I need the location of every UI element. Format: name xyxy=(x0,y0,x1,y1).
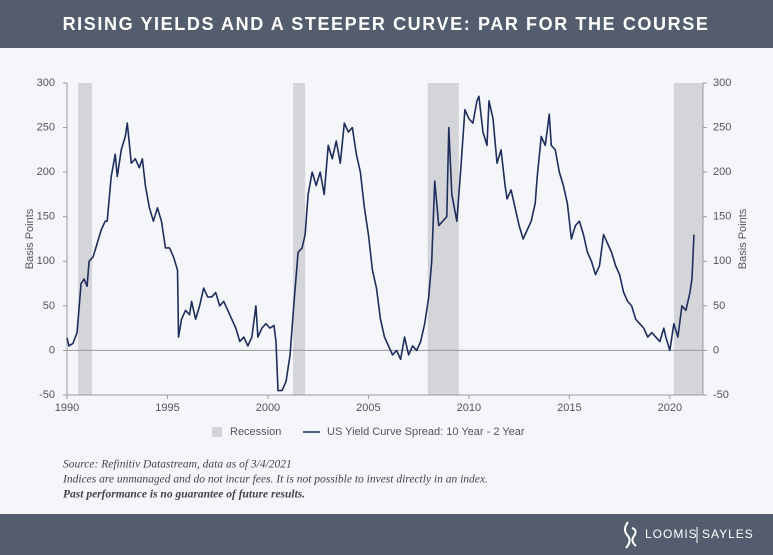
y-axis-label: Basis Points xyxy=(24,208,36,269)
recession-band xyxy=(78,83,93,395)
logo-text: SAYLES xyxy=(702,527,754,541)
y2-tick-label: 0 xyxy=(713,344,719,356)
x-tick-label: 2015 xyxy=(557,402,581,414)
y2-axis-label: Basis Points xyxy=(737,208,749,269)
y-tick-label: 200 xyxy=(37,166,55,178)
y2-tick-label: 100 xyxy=(713,255,731,267)
y2-tick-label: -50 xyxy=(713,389,729,401)
y2-tick-label: 300 xyxy=(713,77,731,89)
y2-tick-label: 50 xyxy=(713,300,725,312)
source-note: Source: Refinitiv Datastream, data as of… xyxy=(63,459,292,471)
y-tick-label: 100 xyxy=(37,255,55,267)
footer-band xyxy=(0,514,773,555)
x-tick-label: 1990 xyxy=(55,402,79,414)
y-tick-label: 0 xyxy=(49,344,55,356)
y-tick-label: -50 xyxy=(39,389,55,401)
disclaimer: Past performance is no guarantee of futu… xyxy=(63,489,305,501)
y2-tick-label: 200 xyxy=(713,166,731,178)
x-tick-label: 2020 xyxy=(658,402,682,414)
recession-band xyxy=(293,83,306,395)
x-tick-label: 2000 xyxy=(256,402,280,414)
legend-swatch xyxy=(212,427,222,437)
logo-mark xyxy=(624,521,637,549)
y-tick-label: 50 xyxy=(43,300,55,312)
logo-text: LOOMIS xyxy=(645,527,698,541)
chart-title: RISING YIELDS AND A STEEPER CURVE: PAR F… xyxy=(63,14,710,34)
legend-label: US Yield Curve Spread: 10 Year - 2 Year xyxy=(327,426,525,438)
y-tick-label: 250 xyxy=(37,121,55,133)
header-band xyxy=(0,0,773,48)
y2-tick-label: 250 xyxy=(713,121,731,133)
x-tick-label: 1995 xyxy=(155,402,179,414)
legend-label: Recession xyxy=(230,426,281,438)
y2-tick-label: 150 xyxy=(713,211,731,223)
disclaimer: Indices are unmanaged and do not incur f… xyxy=(62,474,488,486)
recession-band xyxy=(673,83,703,395)
y-tick-label: 300 xyxy=(37,77,55,89)
x-tick-label: 2005 xyxy=(356,402,380,414)
y-tick-label: 150 xyxy=(37,211,55,223)
x-tick-label: 2010 xyxy=(457,402,481,414)
series-line xyxy=(66,95,695,392)
